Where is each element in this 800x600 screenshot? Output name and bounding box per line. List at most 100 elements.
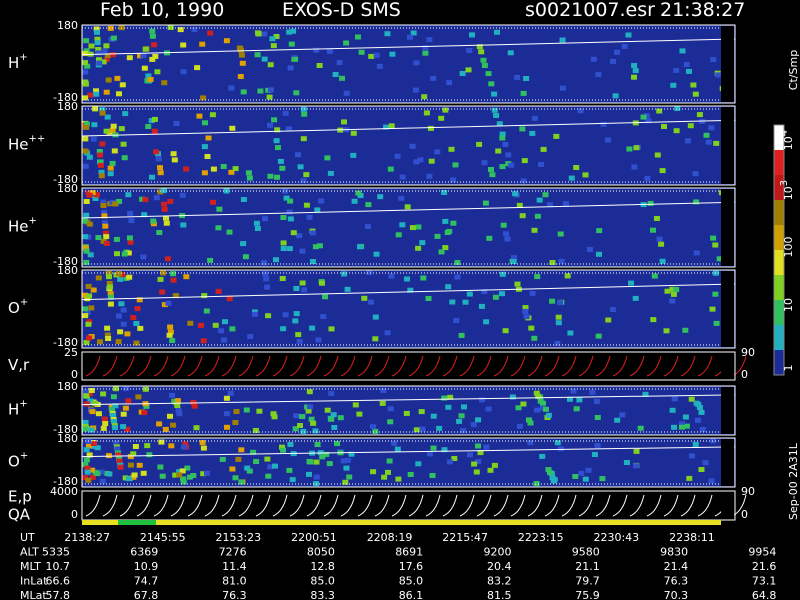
spectrogram-cell <box>88 43 95 49</box>
spectrogram-cell <box>94 471 101 477</box>
spectrogram-cell <box>549 298 556 304</box>
spectrogram-cell <box>137 53 143 59</box>
spectrogram-cell <box>407 287 414 293</box>
qa-bar <box>82 520 721 525</box>
instrument: EXOS-D SMS <box>282 0 401 21</box>
spectrogram-cell <box>167 198 174 204</box>
spectrogram-cell <box>111 148 118 154</box>
spectrogram-cell <box>102 220 108 226</box>
sweep <box>289 494 305 517</box>
spectrogram-cell <box>100 425 107 431</box>
spectrogram-cell <box>270 43 277 49</box>
sweep <box>476 355 492 377</box>
spectrogram-cell <box>521 158 528 164</box>
spectrogram-cell <box>313 474 320 480</box>
spectrogram-cell <box>126 274 133 280</box>
spectrogram-cell <box>448 146 455 152</box>
sweep <box>374 355 390 377</box>
spectrogram-cell <box>540 146 547 152</box>
spectrogram-cell <box>275 145 281 151</box>
spectrogram-cell <box>438 115 445 121</box>
cell: 70.3 <box>664 589 689 600</box>
spectrogram-cell <box>572 474 579 479</box>
cell: 2138:27 <box>64 531 110 544</box>
spectrogram-cell <box>483 444 490 450</box>
sweep <box>238 494 254 517</box>
spectrogram-cell <box>292 56 299 62</box>
spectrogram-cell <box>156 230 163 235</box>
spectrogram-cell <box>232 166 239 172</box>
cell: 57.8 <box>46 589 71 600</box>
cell: 67.8 <box>134 589 159 600</box>
spectrogram-cell <box>103 43 110 49</box>
axis-right: 90 <box>741 346 755 359</box>
spectrogram-cell <box>196 113 203 119</box>
spectrogram-cell <box>290 230 297 236</box>
spectrogram-cell <box>316 63 323 68</box>
spectrogram-cell <box>86 154 93 160</box>
spectrogram-cell <box>283 195 290 201</box>
sweep <box>187 355 203 377</box>
spectrogram-cell <box>395 476 402 482</box>
spectrogram-cell <box>202 120 208 126</box>
spectrogram-cell <box>372 336 379 342</box>
spectrogram-cell <box>88 305 95 311</box>
spectrogram-cell <box>171 398 178 404</box>
spectrogram-cell <box>110 52 117 58</box>
spectrogram-cell <box>104 325 111 331</box>
spectrogram-cell <box>108 294 114 300</box>
spectrogram-cell <box>645 118 652 124</box>
spectrogram-cell <box>485 406 492 412</box>
spectrogram-cell <box>201 144 208 150</box>
panel-label-sup: + <box>19 399 27 410</box>
spectrogram-cell <box>398 195 405 201</box>
spectrogram-cell <box>131 472 138 478</box>
spectrogram-cell <box>95 50 102 56</box>
spectrogram-cell <box>255 30 261 36</box>
axis-right: 0 <box>741 368 748 381</box>
spectrogram-cell <box>350 130 357 136</box>
spectrogram-cell <box>98 169 105 175</box>
spectrogram-cell <box>228 169 235 175</box>
spectrogram-cell <box>570 388 577 394</box>
spectrogram-cell <box>232 420 239 425</box>
spectrogram-cell <box>82 313 89 319</box>
spectrogram-cell <box>471 461 478 467</box>
spectrogram-cell <box>218 328 225 334</box>
spectrogram-cell <box>200 471 207 477</box>
spectrogram-cell <box>389 51 396 57</box>
spectrogram-cell <box>107 284 113 290</box>
cell: 17.6 <box>399 560 424 573</box>
spectrogram-cell <box>610 58 616 64</box>
spectrogram-cell <box>415 224 422 230</box>
spectrogram-cell <box>180 69 187 75</box>
spectrogram-cell <box>331 425 338 430</box>
spectrogram-cell <box>120 141 127 147</box>
spectrogram-cell <box>292 426 299 432</box>
spectrogram-cell <box>274 127 281 133</box>
spectrogram-cell <box>157 189 164 195</box>
spectrogram-cell <box>633 448 640 454</box>
spectrogram-cell <box>86 319 93 325</box>
colorbar-step <box>774 150 784 175</box>
spectrogram-cell <box>373 52 380 58</box>
spectrogram-cell <box>564 273 571 279</box>
spectrogram-cell <box>153 149 159 155</box>
spectrogram-cell <box>223 38 230 44</box>
row-label: ALT <box>20 546 39 559</box>
spectrogram-cell <box>84 465 91 471</box>
spectrogram-cell <box>503 231 509 237</box>
sweep <box>646 355 662 377</box>
sweep <box>408 494 424 517</box>
spectrogram-cell <box>151 116 158 122</box>
spectrogram-cell <box>168 443 175 449</box>
spectrogram-cell <box>323 451 330 457</box>
spectrogram-cell <box>161 206 168 212</box>
spectrogram-cell <box>520 90 527 96</box>
spectrogram-cell <box>82 419 89 425</box>
spectrogram-cell <box>149 33 156 39</box>
spectrogram-cell <box>520 178 527 184</box>
cell: 66.6 <box>46 575 71 588</box>
spectrogram-cell <box>267 122 273 128</box>
